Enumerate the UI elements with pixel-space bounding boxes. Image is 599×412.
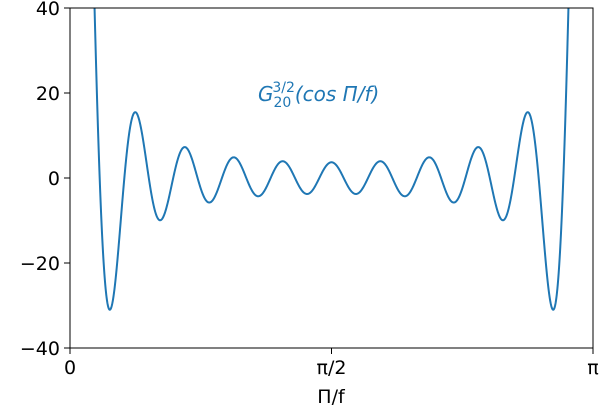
series-line-0 (93, 8, 570, 311)
plot-area (70, 8, 593, 348)
x-tick-label: π (587, 357, 598, 379)
y-tick-label: −20 (20, 253, 60, 275)
x-tick-label: π/2 (317, 357, 347, 379)
annotation-base: G (258, 82, 274, 106)
ticks-layer: 0 π/2 π 40 20 0 −20 −40 (20, 0, 599, 379)
y-tick-label: 40 (36, 0, 60, 20)
y-tick-label: 20 (36, 83, 60, 105)
y-tick-label: −40 (20, 338, 60, 360)
series-layer (93, 8, 570, 311)
x-axis-label: Π/f (317, 386, 346, 408)
y-tick-label: 0 (48, 168, 60, 190)
annotation-argument: (cos Π/f) (295, 82, 379, 106)
chart-annotation: G203/2(cos Π/f) (258, 80, 379, 111)
annotation-subscript: 20 (274, 95, 292, 111)
x-tick-label: 0 (64, 357, 76, 379)
annotation-superscript: 3/2 (272, 80, 295, 96)
